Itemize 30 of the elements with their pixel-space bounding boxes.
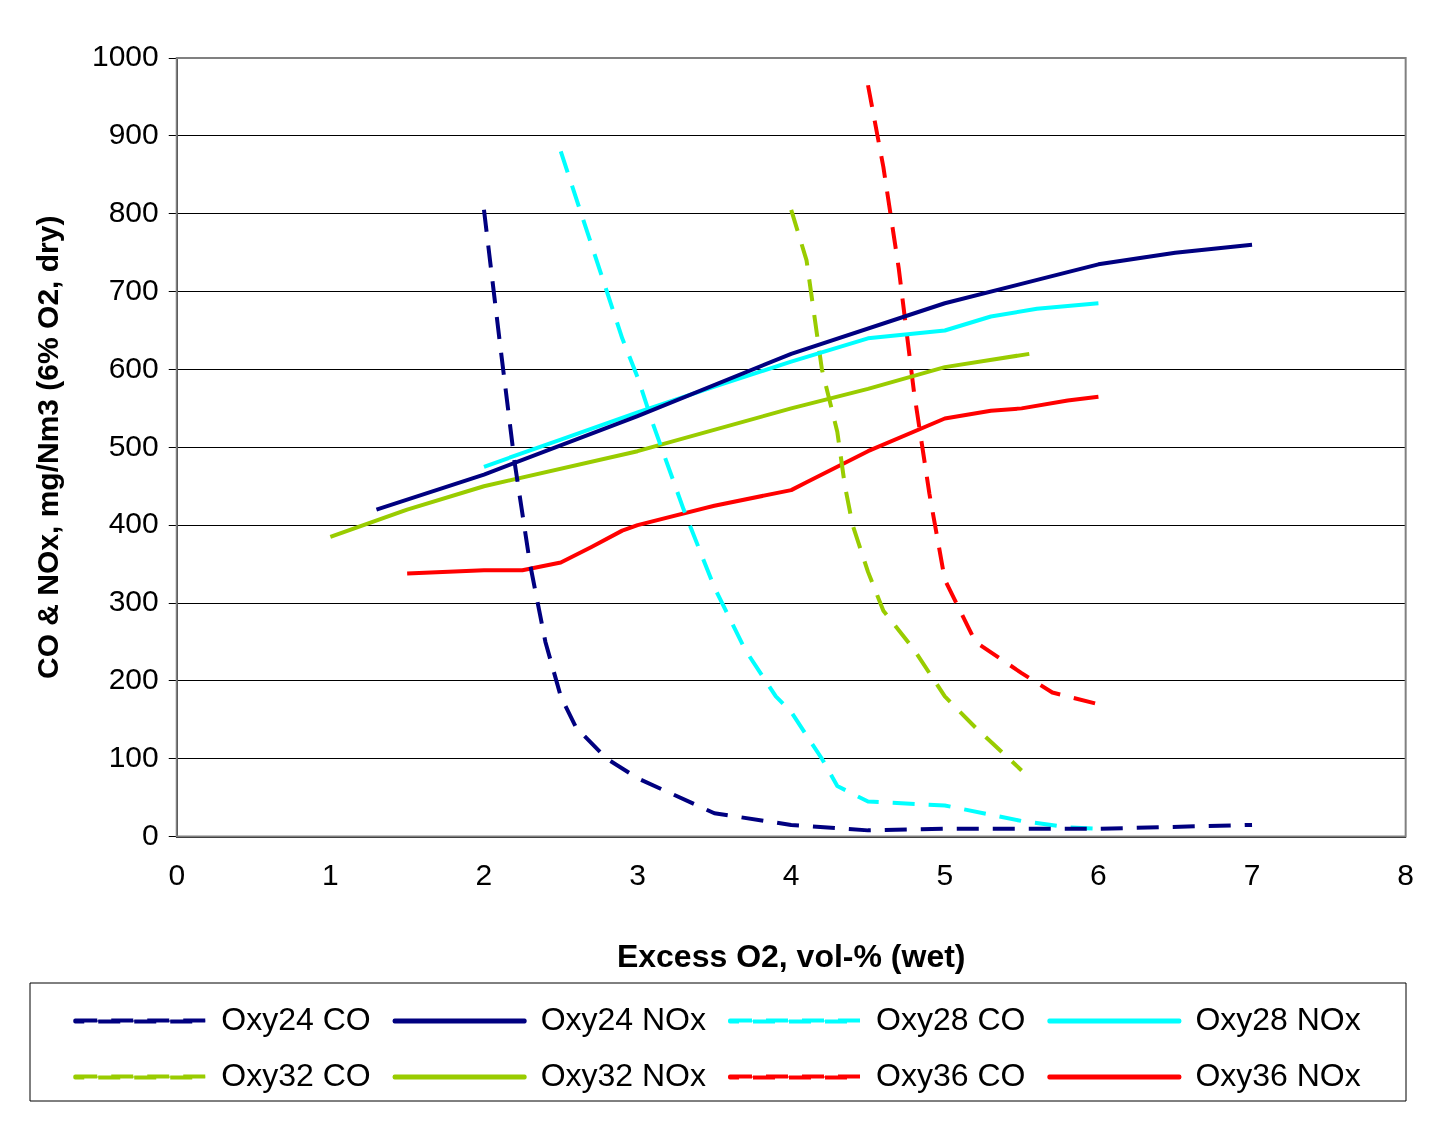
y-tick-label: 600 xyxy=(108,350,159,384)
legend-label: Oxy24 NOx xyxy=(540,1000,706,1037)
x-tick-label: 7 xyxy=(1243,857,1261,891)
x-tick-label: 8 xyxy=(1397,857,1414,891)
legend-label: Oxy28 CO xyxy=(876,1000,1026,1037)
y-tick-label: 1000 xyxy=(91,39,159,73)
x-tick-label: 2 xyxy=(475,857,493,891)
legend-label: Oxy36 NOx xyxy=(1195,1056,1361,1093)
y-tick-label: 100 xyxy=(108,740,159,774)
y-tick-label: 200 xyxy=(108,662,159,696)
x-axis-title: Excess O2, vol-% (wet) xyxy=(616,937,966,974)
x-tick-label: 0 xyxy=(168,857,186,891)
y-tick-label: 500 xyxy=(108,428,159,462)
legend-label: Oxy24 CO xyxy=(221,1000,371,1037)
x-tick-label: 1 xyxy=(322,857,339,891)
y-axis-title: CO & NOx, mg/Nm3 (6% O2, dry) xyxy=(31,215,65,680)
legend-label: Oxy36 CO xyxy=(876,1056,1026,1093)
x-tick-label: 6 xyxy=(1090,857,1107,891)
y-tick-label: 800 xyxy=(108,194,159,228)
legend-label: Oxy28 NOx xyxy=(1195,1000,1361,1037)
y-tick-label: 900 xyxy=(108,117,159,151)
y-tick-label: 700 xyxy=(108,272,159,306)
x-tick-label: 5 xyxy=(936,857,954,891)
x-tick-label: 4 xyxy=(782,857,800,891)
x-tick-label: 3 xyxy=(629,857,646,891)
y-tick-label: 0 xyxy=(142,817,159,851)
y-tick-label: 400 xyxy=(108,506,159,540)
legend-label: Oxy32 NOx xyxy=(540,1056,706,1093)
legend-label: Oxy32 CO xyxy=(221,1056,371,1093)
y-tick-label: 300 xyxy=(108,584,159,618)
